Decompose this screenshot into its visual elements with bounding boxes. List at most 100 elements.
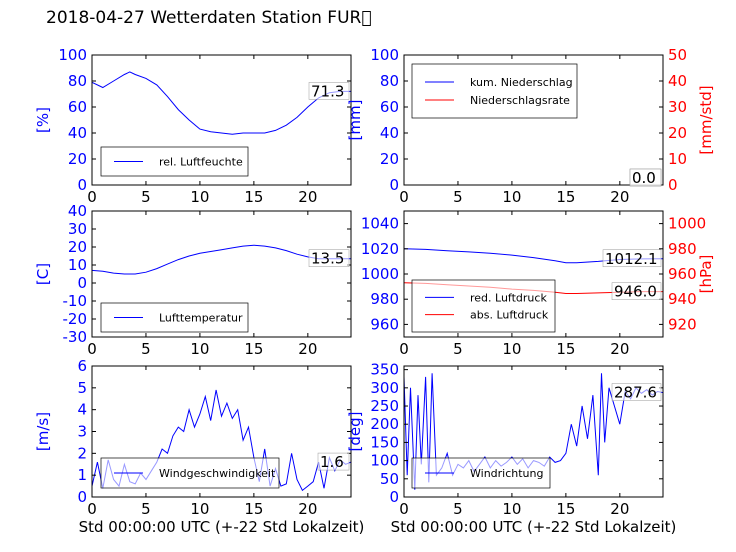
y-tick-label: 60 [380,98,399,116]
x-tick-label: 15 [556,500,575,518]
y-tick-label: 2 [77,444,87,462]
x-tick-label: 0 [399,500,409,518]
x-tick-label: 0 [87,188,97,206]
y-tick-label: -10 [63,292,88,310]
legend: Windrichtung [411,457,551,489]
y-tick-label: 80 [68,72,87,90]
y-tick-label: 3 [77,423,87,441]
figure-title: 2018-04-27 Wetterdaten Station FUR  [46,8,372,28]
y-tick-label: 60 [68,98,87,116]
value-annotation: 1.6 [320,453,344,471]
x-tick-label: 15 [244,188,263,206]
x-tick-label: 15 [244,500,263,518]
y-tick-label: 300 [370,379,399,397]
legend: red. Luftdruck abs. Luftdruck [411,279,556,333]
x-axis-label: Std 00:00:00 UTC (+-22 Std Lokalzeit) [79,518,365,536]
x-axis-label: Std 00:00:00 UTC (+-22 Std Lokalzeit) [391,518,677,536]
y-tick-label: 20 [68,238,87,256]
y-tick-label: 5 [77,379,87,397]
value-annotation-box [308,82,350,100]
plot-frame [403,54,664,186]
plot-frame [403,365,664,498]
y-tick-label-right: 980 [668,240,697,258]
x-tick-label: 5 [141,500,151,518]
legend-label: red. Luftdruck [470,291,547,304]
series-group [92,71,351,135]
plot-frame [91,54,352,186]
y-tick-label: 20 [68,150,87,168]
series-line-humidity-0 [92,71,351,135]
y-tick-label: -30 [63,328,88,346]
chart-pressure: 0 5 10 15 20 960 980 1000 1020 1040 920 940 960 980 10… [361,210,715,358]
y-tick-label: -20 [63,310,88,328]
value-annotation-right-box [629,168,662,187]
x-tick-label: 0 [87,500,97,518]
x-tick-label: 15 [556,340,575,358]
legend-label: Lufttemperatur [159,312,243,325]
series-group [92,244,351,275]
value-annotation-right: 946.0 [614,283,657,301]
value-annotation-right-box [611,282,662,300]
y-tick-label: 0 [77,176,87,194]
y-tick-label-right: 20 [668,124,687,142]
x-tick-label: 20 [298,188,317,206]
y-axis-label: [%] [34,107,52,133]
y-axis-label-right: [hPa] [697,255,715,294]
x-tick-label: 0 [399,340,409,358]
value-annotation-right: 0.0 [632,169,656,187]
legend-label: Windrichtung [470,467,543,480]
x-tick-label: 10 [190,340,209,358]
x-tick-label: 15 [556,188,575,206]
y-tick-label: 40 [380,124,399,142]
y-axis-label: [deg] [346,412,364,452]
value-annotation: 287.6 [614,384,657,402]
x-tick-label: 5 [453,500,463,518]
legend: Lufttemperatur [100,302,249,333]
value-annotation: 71.3 [311,82,344,100]
x-tick-label: 20 [298,500,317,518]
value-annotation: 1012.1 [605,250,658,268]
y-tick-label: 0 [389,488,399,506]
legend-label: Niederschlagsrate [470,94,570,107]
legend-label: kum. Niederschlag [470,76,573,89]
x-tick-label: 10 [502,188,521,206]
y-tick-label: 1040 [361,215,399,233]
y-tick-label: 1000 [361,265,399,283]
x-tick-label: 0 [87,340,97,358]
y-tick-label: 4 [77,401,87,419]
value-annotation-box [611,383,662,401]
y-tick-label-right: 40 [668,72,687,90]
y-axis-label: [m/s] [34,412,52,451]
x-tick-label: 5 [453,188,463,206]
y-tick-label-right: 0 [668,176,678,194]
legend-label: rel. Luftfeuchte [159,156,243,169]
y-tick-label-right: 10 [668,150,687,168]
legend: rel. Luftfeuchte [100,146,249,177]
legend-frame [411,63,578,119]
y-tick-label: 40 [68,202,87,220]
plot-frame [91,210,352,338]
legend-frame [411,279,556,333]
y-axis-label-right: [mm/std] [697,85,715,154]
legend-label: Windgeschwindigkeit [159,467,276,480]
y-tick-label: 6 [77,357,87,375]
x-tick-label: 10 [190,500,209,518]
x-tick-label: 10 [502,500,521,518]
y-tick-label: 150 [370,433,399,451]
y-axis-label: [mm] [346,100,364,141]
value-annotation-box [602,249,662,268]
legend-label: abs. Luftdruck [470,309,549,322]
y-tick-label: 40 [68,124,87,142]
x-tick-label: 5 [453,340,463,358]
x-tick-label: 20 [610,500,629,518]
chart-precipitation: 0 5 10 15 20 0 20 40 60 80 100 0 10 20 30 40 50 [mm] [mm/s… [346,46,715,206]
y-tick-label: 350 [370,361,399,379]
y-tick-label-right: 50 [668,46,687,64]
chart-temperature: 0 5 10 15 20-30-20-10010203040[C]13.5Lufttem… [34,202,352,358]
x-tick-label: 20 [610,340,629,358]
y-tick-label-right: 940 [668,290,697,308]
series-line-temperature-0 [92,244,351,275]
